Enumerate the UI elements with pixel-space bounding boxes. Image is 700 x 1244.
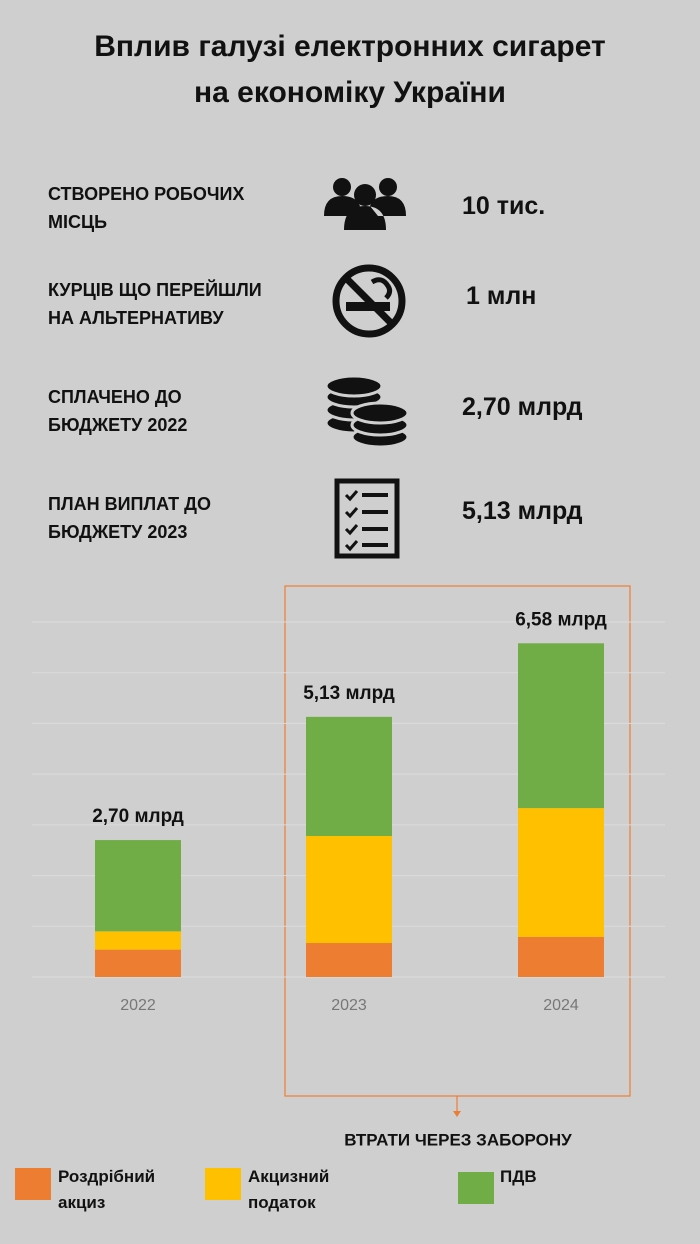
- bar-segment: [95, 840, 181, 932]
- title: Вплив галузі електронних сигарет на екон…: [94, 30, 606, 109]
- legend-swatch: [458, 1172, 494, 1204]
- total-label: 2,70 млрд: [92, 806, 184, 827]
- stat-label: ПЛАН ВИПЛАТ ДО БЮДЖЕТУ 2023: [48, 494, 211, 542]
- stat-value: 2,70 млрд: [462, 393, 583, 421]
- bar-segment: [518, 936, 604, 977]
- stat-label: КУРЦІВ ЩО ПЕРЕЙШЛИ НА АЛЬТЕРНАТИВУ: [48, 280, 262, 328]
- bar-segment: [518, 643, 604, 809]
- legend-swatch: [15, 1168, 51, 1200]
- annotation: ВТРАТИ ЧЕРЕЗ ЗАБОРОНУ: [344, 1130, 572, 1149]
- stat-value: 1 млн: [466, 282, 537, 310]
- bar-segment: [306, 943, 392, 977]
- checklist-icon: [334, 478, 400, 559]
- no-smoking-icon: [332, 264, 406, 338]
- annotation-arrow-head: [453, 1111, 461, 1117]
- stat-label: СТВОРЕНО РОБОЧИХ МІСЦЬ: [48, 184, 245, 232]
- legend-swatch: [205, 1168, 241, 1200]
- x-tick-label: 2022: [120, 997, 156, 1014]
- coins-icon: [324, 374, 410, 449]
- legend-label: ПДВ: [500, 1167, 537, 1186]
- bar-segment: [518, 808, 604, 937]
- x-tick-label: 2024: [543, 997, 579, 1014]
- stat-label: СПЛАЧЕНО ДО БЮДЖЕТУ 2022: [48, 387, 188, 435]
- stat-value: 5,13 млрд: [462, 497, 583, 525]
- total-label: 6,58 млрд: [515, 609, 607, 630]
- bar-segment: [95, 931, 181, 950]
- x-tick-label: 2023: [331, 997, 367, 1014]
- people-icon: [324, 178, 406, 230]
- bar-segment: [306, 716, 392, 837]
- bar-segment: [95, 949, 181, 977]
- total-label: 5,13 млрд: [303, 683, 395, 704]
- stat-value: 10 тис.: [462, 192, 546, 220]
- legend-label: Акцизний податок: [248, 1167, 330, 1212]
- bar-segment: [306, 836, 392, 944]
- legend-label: Роздрібний акциз: [58, 1167, 156, 1212]
